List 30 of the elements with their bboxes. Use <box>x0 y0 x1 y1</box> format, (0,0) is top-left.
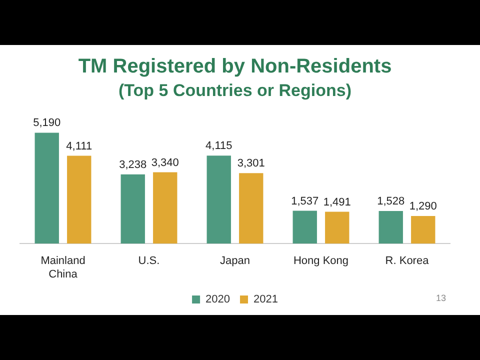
bar <box>411 216 436 244</box>
data-label: 1,537 <box>291 195 319 208</box>
chart-subtitle: (Top 5 Countries or Regions) <box>118 80 352 100</box>
data-label: 1,290 <box>409 200 437 213</box>
data-label: 1,528 <box>377 195 405 208</box>
data-label: 3,238 <box>119 158 147 171</box>
x-tick-label: U.S. <box>138 255 160 268</box>
legend-label: 2020 <box>206 294 230 306</box>
data-label: 4,115 <box>206 140 232 152</box>
bar <box>67 156 92 244</box>
x-tick-label: Hong Kong <box>293 255 349 268</box>
data-label: 4,111 <box>66 140 92 152</box>
bar <box>378 210 403 244</box>
bar <box>239 173 264 244</box>
legend-label: 2021 <box>254 294 278 306</box>
data-label: 3,340 <box>151 156 179 169</box>
bar <box>206 156 231 244</box>
text: 13 <box>436 293 446 303</box>
data-label: 5,190 <box>33 117 61 130</box>
bar <box>325 212 350 244</box>
bar <box>34 132 59 244</box>
bar <box>292 210 317 244</box>
chart-title: TM Registered by Non-Residents <box>78 56 392 78</box>
x-tick-label: Mainland China <box>40 255 86 280</box>
data-label: 1,491 <box>323 196 351 208</box>
x-tick-label: R. Korea <box>385 255 430 268</box>
bar <box>153 172 178 244</box>
bar <box>120 174 145 244</box>
data-label: 3,301 <box>237 158 265 170</box>
x-tick-label: Japan <box>220 255 250 268</box>
